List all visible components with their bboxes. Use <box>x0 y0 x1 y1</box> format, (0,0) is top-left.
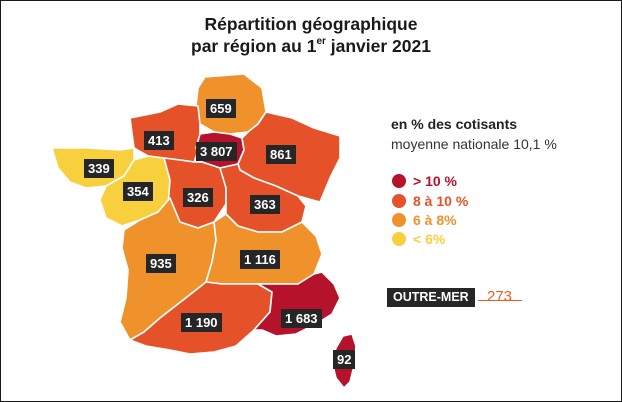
value-label-hauts-de-france: 659 <box>206 99 236 118</box>
value-label-auvergne-rhone-alpes: 1 116 <box>240 250 280 269</box>
value-label-corse: 92 <box>333 350 356 369</box>
legend-label-6to8: 6 à 8% <box>413 212 457 228</box>
outre-mer-underline <box>478 300 522 301</box>
legend-label-lt6: < 6% <box>413 231 446 247</box>
value-label-grand-est: 861 <box>266 145 296 164</box>
value-label-occitanie: 1 190 <box>181 313 222 332</box>
value-label-provence-alpes-cote-dazur: 1 683 <box>281 309 322 328</box>
legend-subtitle: moyenne nationale 10,1 % <box>391 136 557 152</box>
outre-mer-label: OUTRE-MER <box>387 288 475 307</box>
legend-label-gt10: > 10 % <box>413 173 457 189</box>
value-label-bretagne: 339 <box>84 159 114 178</box>
legend-swatch-6to8 <box>392 213 406 227</box>
legend-swatch-8to10 <box>392 194 406 208</box>
outre-mer-value: 273 <box>487 288 513 305</box>
value-label-nouvelle-aquitaine: 935 <box>146 254 176 273</box>
value-label-normandie: 413 <box>144 131 174 150</box>
legend-swatch-gt10 <box>392 174 406 188</box>
legend-title: en % des cotisants <box>391 116 518 132</box>
value-label-pays-de-la-loire: 354 <box>123 182 153 201</box>
title-line-2: par région au 1er janvier 2021 <box>191 36 431 56</box>
value-label-centre-val-de-loire: 326 <box>183 188 213 207</box>
value-label-bourgogne-franche-comte: 363 <box>250 195 280 214</box>
legend-swatch-lt6 <box>392 232 406 246</box>
value-label-ile-de-france: 3 807 <box>196 142 237 161</box>
title-line-1: Répartition géographique <box>204 14 418 34</box>
map-title: Répartition géographique par région au 1… <box>0 13 622 57</box>
legend-label-8to10: 8 à 10 % <box>413 193 469 209</box>
